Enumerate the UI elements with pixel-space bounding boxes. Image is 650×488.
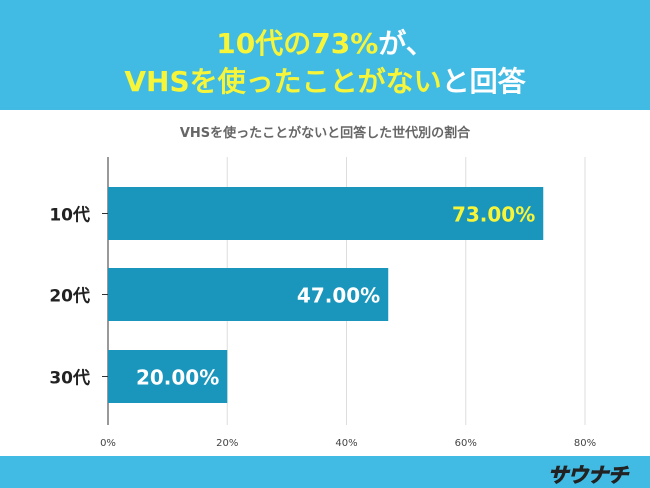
bar xyxy=(108,268,389,321)
x-tick-label: 40% xyxy=(335,438,357,449)
bar xyxy=(108,350,228,403)
title-banner: 10代の73%が、 VHSを使ったことがないと回答 xyxy=(0,0,650,110)
x-tick-label: 80% xyxy=(574,438,596,449)
category-label: 30代 xyxy=(49,368,90,389)
title-rest: が、 xyxy=(378,27,434,60)
chart-title: VHSを使ったことがないと回答した世代別の割合 xyxy=(179,126,471,141)
category-label: 10代 xyxy=(49,205,90,226)
x-tick-label: 20% xyxy=(216,438,238,449)
x-tick-label: 60% xyxy=(455,438,477,449)
data-label: 20.00% xyxy=(136,366,219,390)
x-tick-label: 0% xyxy=(100,438,116,449)
title-rest: と回答 xyxy=(441,65,526,98)
title-highlight: 10代の73% xyxy=(216,27,379,60)
data-label: 47.00% xyxy=(297,284,380,308)
footer-banner: サウナチ xyxy=(0,456,650,488)
logo: サウナチ xyxy=(548,463,629,488)
category-label: 20代 xyxy=(49,286,90,307)
bar xyxy=(108,187,544,240)
title-highlight: VHSを使ったことがない xyxy=(124,65,442,98)
title-line-2: VHSを使ったことがないと回答 xyxy=(0,60,650,100)
title-line-1: 10代の73%が、 xyxy=(0,22,650,62)
data-label: 73.00% xyxy=(452,203,535,227)
